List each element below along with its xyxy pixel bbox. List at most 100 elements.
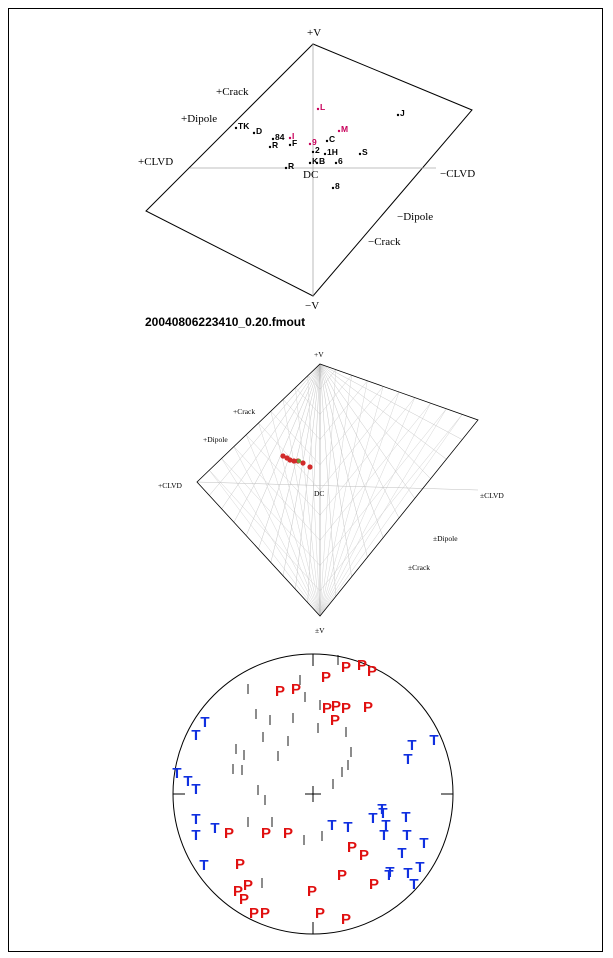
plot1-point-label: K bbox=[312, 156, 319, 166]
p-polarity-symbol: P bbox=[283, 825, 293, 842]
plot1-point-marker bbox=[337, 129, 341, 133]
plot2-label-dipole-pos: +Dipole bbox=[203, 435, 228, 444]
t-polarity-symbol: T bbox=[183, 773, 192, 790]
plot1-label-crack-pos: +Crack bbox=[216, 86, 249, 98]
grid-contour bbox=[258, 391, 400, 491]
p-polarity-symbol: P bbox=[341, 911, 351, 928]
plot1-label-dipole-pos: +Dipole bbox=[181, 113, 217, 125]
plot2-label-bottom: ±V bbox=[315, 626, 325, 635]
plot1-point-marker bbox=[284, 166, 288, 170]
t-polarity-symbol: T bbox=[379, 827, 388, 844]
t-polarity-symbol: T bbox=[368, 810, 377, 827]
plot2-label-clvd-pos: +CLVD bbox=[158, 481, 183, 490]
plot2-label-crack-neg: ±Crack bbox=[408, 563, 430, 572]
t-polarity-symbol: T bbox=[429, 732, 438, 749]
p-polarity-symbol: P bbox=[315, 905, 325, 922]
t-polarity-symbol: T bbox=[402, 827, 411, 844]
plot1-label-dc: DC bbox=[303, 169, 318, 181]
plot1-point-label: B bbox=[319, 156, 325, 166]
grid-line bbox=[319, 363, 463, 440]
plot1-label-clvd-neg: −CLVD bbox=[440, 168, 475, 180]
grid-contour bbox=[221, 408, 447, 566]
plot1-label-top: +V bbox=[307, 27, 321, 39]
source-type-plot-1: +V −V +Crack +Dipole +CLVD −CLVD −Dipole… bbox=[138, 27, 475, 312]
grid-line bbox=[319, 414, 463, 617]
t-polarity-symbol: T bbox=[385, 864, 394, 881]
p-polarity-symbol: P bbox=[359, 847, 369, 864]
p-polarity-symbol: P bbox=[341, 659, 351, 676]
plot2-label-dipole-neg: ±Dipole bbox=[433, 534, 458, 543]
plot1-point-label: D bbox=[256, 126, 262, 136]
t-polarity-symbol: T bbox=[381, 817, 390, 834]
plot2-solution-dot bbox=[307, 464, 313, 470]
plot1-point-label: 84 bbox=[275, 132, 285, 142]
grid-line bbox=[319, 380, 368, 617]
t-polarity-symbol: T bbox=[403, 865, 412, 882]
plot1-label-dipole-neg: −Dipole bbox=[397, 211, 433, 223]
nodal-ticks bbox=[232, 655, 352, 888]
plot2-label-clvd-neg: ±CLVD bbox=[480, 491, 504, 500]
plot1-label-clvd-pos: +CLVD bbox=[138, 156, 173, 168]
plot1-points: J L M TK D 84 FI R 9 C2 1H S K B 6 R 8 bbox=[234, 102, 405, 191]
grid-line bbox=[319, 391, 400, 617]
source-type-plot-2: +V ±V +Crack +Dipole +CLVD ±CLVD ±Dipole… bbox=[158, 350, 504, 635]
grid-line bbox=[295, 363, 321, 590]
t-polarity-symbol: T bbox=[378, 805, 387, 822]
p-polarity-symbol: P bbox=[347, 839, 357, 856]
plot1-point-marker bbox=[288, 136, 292, 140]
plot1-point-marker bbox=[268, 145, 272, 149]
plot1-point-label: 8 bbox=[335, 181, 340, 191]
plot1-point-marker bbox=[396, 113, 400, 117]
t-polarity-symbol: T bbox=[191, 727, 200, 744]
t-polarity-symbol: T bbox=[407, 737, 416, 754]
plot2-dots bbox=[280, 453, 313, 470]
plot1-label-bottom: −V bbox=[305, 300, 319, 312]
grid-contour bbox=[295, 375, 352, 415]
plot1-point-label: M bbox=[341, 124, 348, 134]
filename-caption: 20040806223410_0.20.fmout bbox=[145, 315, 306, 329]
p-polarity-symbol: P bbox=[369, 876, 379, 893]
grid-line bbox=[319, 363, 447, 460]
grid-line bbox=[307, 375, 321, 617]
plot1-point-label: J bbox=[400, 108, 405, 118]
plot1-point-marker bbox=[358, 152, 362, 156]
t-polarity-symbol: T bbox=[191, 811, 200, 828]
grid-line bbox=[270, 363, 321, 563]
p-polarity-symbol: P bbox=[239, 891, 249, 908]
plot1-point-label: S bbox=[362, 147, 368, 157]
t-polarity-symbol: T bbox=[343, 819, 352, 836]
plot2-grid bbox=[196, 363, 479, 617]
t-polarity-symbol: T bbox=[327, 817, 336, 834]
plot2-solution-dot bbox=[280, 453, 286, 459]
grid-line bbox=[307, 363, 321, 603]
p-polarity-symbol: P bbox=[322, 700, 332, 717]
plot1-point-marker bbox=[323, 152, 327, 156]
p-polarity-symbol: P bbox=[331, 698, 341, 715]
grid-line bbox=[319, 363, 431, 479]
p-polarity-symbol: P bbox=[341, 700, 351, 717]
plot1-point-marker bbox=[288, 143, 292, 147]
plot1-point-marker bbox=[316, 107, 320, 111]
t-polarity-symbol: T bbox=[415, 859, 424, 876]
plot1-point-marker bbox=[271, 137, 275, 141]
plot2-solution-dot bbox=[300, 460, 306, 466]
p-polarity-symbol: P bbox=[261, 825, 271, 842]
grid-line bbox=[258, 422, 321, 617]
p-polarity-symbol: P bbox=[260, 905, 270, 922]
t-polarity-symbol: T bbox=[397, 845, 406, 862]
plot1-point-label: R bbox=[272, 140, 278, 150]
p-polarity-symbol: P bbox=[233, 883, 243, 900]
p-polarity-symbol: P bbox=[337, 867, 347, 884]
plot2-label-top: +V bbox=[314, 350, 324, 359]
t-polarity-symbol: T bbox=[384, 867, 393, 884]
p-polarity-symbol: P bbox=[275, 683, 285, 700]
grid-line bbox=[282, 363, 321, 576]
plot1-point-label: F bbox=[292, 138, 297, 148]
p-polarity-symbol: P bbox=[363, 699, 373, 716]
plot1-point-marker bbox=[311, 150, 315, 154]
t-polarity-symbol: T bbox=[191, 781, 200, 798]
plot2-diamond-outline bbox=[196, 363, 479, 617]
plot2-horizontal-axis bbox=[196, 481, 479, 491]
